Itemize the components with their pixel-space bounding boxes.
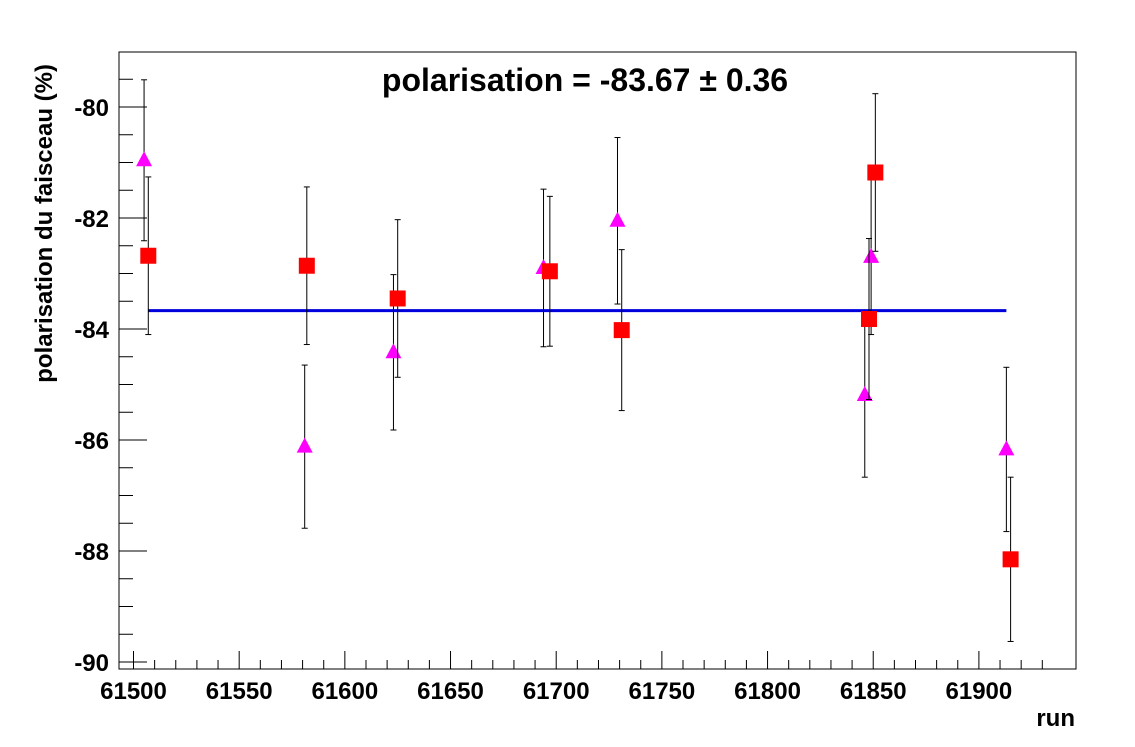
x-tick-label: 61750 [629, 678, 696, 705]
y-axis-label: polarisation du faisceau (%) [31, 64, 58, 383]
y-tick-label: -82 [74, 206, 109, 233]
square-marker [860, 311, 877, 328]
y-tick-label: -86 [74, 428, 109, 455]
square-marker [140, 247, 157, 264]
x-tick-label: 61800 [734, 678, 801, 705]
square-marker [1002, 551, 1019, 568]
triangle-marker [863, 247, 880, 263]
triangle-marker [136, 151, 153, 167]
x-tick-label: 61600 [311, 678, 378, 705]
y-tick-label: -90 [74, 650, 109, 677]
square-marker [389, 290, 406, 307]
data-marks [136, 79, 1019, 642]
y-tick-label: -84 [74, 317, 109, 344]
triangle-marker [385, 343, 402, 359]
triangle-marker [609, 211, 626, 227]
square-marker [298, 257, 315, 274]
square-marker [613, 322, 630, 339]
x-tick-label: 61500 [100, 678, 167, 705]
y-tick-label: -88 [74, 539, 109, 566]
y-tick-label: -80 [74, 95, 109, 122]
x-tick-label: 61900 [946, 678, 1013, 705]
x-tick-label: 61850 [840, 678, 907, 705]
triangle-marker [296, 437, 313, 453]
square-marker [867, 164, 884, 181]
tick-labels: 61500 61550 61600 61650 61700 61750 61800 61850… [74, 95, 1012, 705]
square-marker [541, 263, 558, 280]
triangle-marker [856, 386, 873, 402]
chart-title: polarisation = -83.67 ± 0.36 [382, 62, 788, 98]
triangle-marker [998, 440, 1015, 456]
x-tick-label: 61650 [417, 678, 484, 705]
x-tick-label: 61700 [523, 678, 590, 705]
axis-ticks [119, 78, 1043, 669]
x-tick-label: 61550 [206, 678, 273, 705]
x-axis-label: run [1036, 705, 1075, 732]
plot-frame [118, 51, 1077, 670]
